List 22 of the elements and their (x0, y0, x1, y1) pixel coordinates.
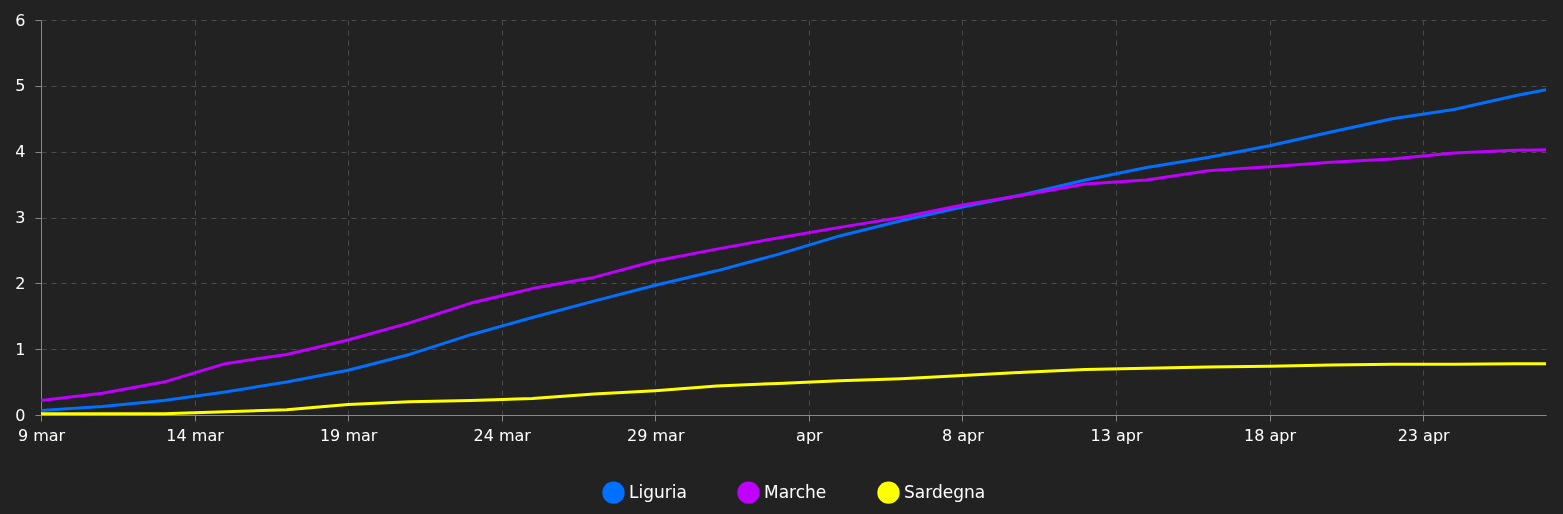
x-tick-label: 29 mar (627, 425, 685, 445)
y-tick-label: 5 (15, 76, 26, 96)
y-tick-label: 4 (15, 142, 26, 162)
y-tick-label: 3 (15, 208, 26, 227)
y-tick-label: 0 (15, 405, 26, 425)
line-series (39, 88, 1548, 412)
legend-label: Marche (764, 481, 827, 502)
y-tick-label: 1 (15, 339, 26, 359)
x-tick-label: 24 mar (473, 425, 532, 445)
x-tick-label: 9 mar (17, 425, 66, 445)
x-tick-label: 14 mar (166, 425, 225, 445)
legend-label: Liguria (629, 481, 687, 502)
x-tick-label: apr (796, 425, 824, 445)
x-tick-label: 23 apr (1397, 425, 1451, 445)
x-tick-label: 19 mar (319, 425, 378, 445)
x-tick-label: 8 apr (942, 425, 985, 445)
legend-label: Sardegna (904, 481, 986, 502)
y-tick-label: 2 (15, 273, 26, 293)
line-series (39, 148, 1548, 403)
x-tick-label: 18 apr (1244, 425, 1297, 445)
x-tick-label: 13 apr (1090, 425, 1143, 445)
y-tick-label: 6 (15, 10, 26, 30)
